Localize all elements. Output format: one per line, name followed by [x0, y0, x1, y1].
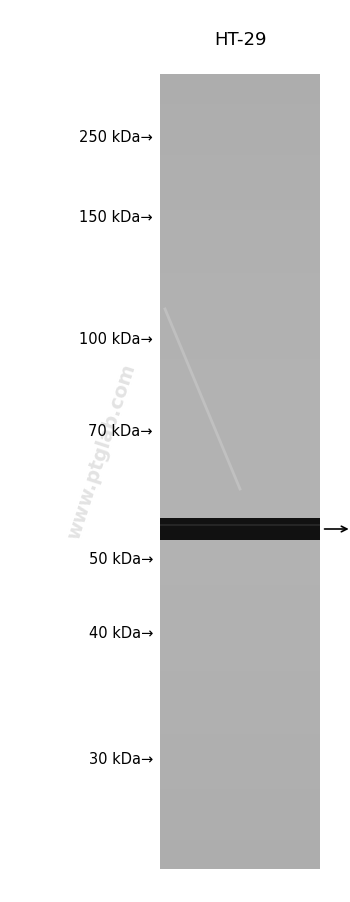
Text: 250 kDa→: 250 kDa→ [79, 131, 153, 145]
Text: www.ptglab.com: www.ptglab.com [64, 361, 139, 541]
Text: 30 kDa→: 30 kDa→ [89, 751, 153, 767]
Text: 40 kDa→: 40 kDa→ [89, 626, 153, 640]
Bar [160, 524, 320, 526]
Text: 50 kDa→: 50 kDa→ [89, 552, 153, 566]
Bar [160, 519, 320, 540]
Text: HT-29: HT-29 [214, 31, 266, 49]
Text: 100 kDa→: 100 kDa→ [79, 332, 153, 347]
Text: 150 kDa→: 150 kDa→ [79, 210, 153, 226]
Bar [160, 75, 320, 869]
Text: 70 kDa→: 70 kDa→ [89, 424, 153, 439]
